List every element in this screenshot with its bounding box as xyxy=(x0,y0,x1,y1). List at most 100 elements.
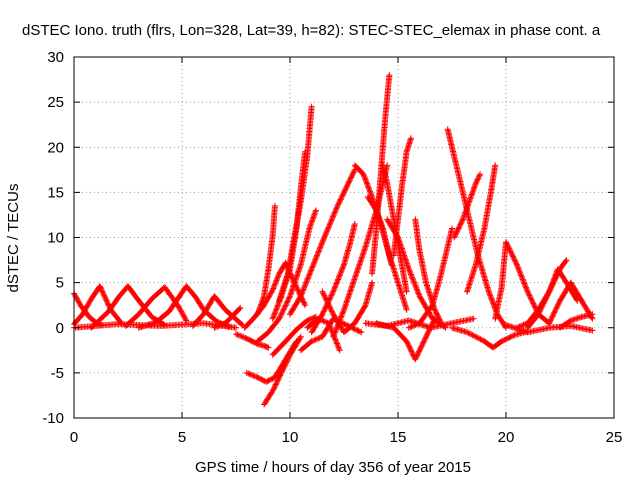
data-point xyxy=(416,348,422,355)
data-point xyxy=(329,290,336,296)
data-point xyxy=(85,301,92,307)
data-point xyxy=(98,287,105,294)
data-point xyxy=(265,344,272,351)
data-series xyxy=(71,283,125,328)
data-point xyxy=(344,182,351,189)
data-point xyxy=(336,273,343,280)
data-point xyxy=(422,334,429,341)
y-axis-label: dSTEC / TECUs xyxy=(5,184,22,293)
data-series xyxy=(464,162,499,295)
data-point xyxy=(412,283,419,290)
data-point xyxy=(104,300,111,307)
data-point xyxy=(526,292,533,299)
data-point xyxy=(500,337,506,344)
data-point xyxy=(276,314,283,321)
data-point xyxy=(336,347,343,354)
data-point xyxy=(345,181,351,187)
data-point xyxy=(408,348,415,355)
data-point xyxy=(520,279,527,286)
y-tick-label: -5 xyxy=(51,365,64,382)
data-point xyxy=(330,287,337,294)
data-point xyxy=(327,294,334,300)
data-point xyxy=(455,225,462,232)
data-series xyxy=(211,304,244,331)
data-point xyxy=(351,326,358,333)
data-point xyxy=(250,372,257,379)
data-point xyxy=(327,220,334,227)
data-point xyxy=(424,330,431,337)
data-point xyxy=(452,231,459,238)
data-point xyxy=(492,162,499,169)
data-point xyxy=(536,309,542,316)
data-point xyxy=(321,307,328,314)
data-point xyxy=(475,175,482,182)
grid-lines xyxy=(74,57,614,418)
data-point xyxy=(553,305,560,312)
data-point xyxy=(317,244,324,251)
data-point xyxy=(327,219,334,225)
data-point xyxy=(277,313,284,320)
data-point xyxy=(300,298,307,305)
data-point xyxy=(357,328,363,335)
data-point xyxy=(549,313,556,320)
data-point xyxy=(301,285,307,291)
data-point xyxy=(73,295,80,302)
data-point xyxy=(550,312,556,319)
data-point xyxy=(535,311,542,318)
data-point xyxy=(405,324,412,331)
data-point xyxy=(541,297,548,304)
data-point xyxy=(527,294,534,300)
data-point xyxy=(549,282,556,288)
data-point xyxy=(328,292,335,299)
data-point xyxy=(403,338,410,345)
data-point xyxy=(517,269,523,276)
x-tick-label: 25 xyxy=(606,429,623,446)
data-point xyxy=(522,283,529,290)
data-point xyxy=(408,135,414,142)
data-point xyxy=(351,221,358,227)
data-series xyxy=(451,171,484,241)
data-point xyxy=(181,313,188,320)
data-point xyxy=(503,240,510,247)
y-tick-label: 25 xyxy=(47,94,64,111)
data-point xyxy=(336,318,343,325)
data-point xyxy=(312,207,319,214)
y-tick-label: 10 xyxy=(47,230,64,247)
data-point xyxy=(537,305,544,312)
data-point xyxy=(314,251,321,258)
data-point xyxy=(510,254,517,261)
data-point xyxy=(307,268,314,275)
data-point xyxy=(249,372,256,379)
data-point xyxy=(539,303,546,310)
data-point xyxy=(456,224,463,231)
data-point xyxy=(280,306,287,313)
x-tick-label: 20 xyxy=(498,429,515,446)
y-tick-label: 0 xyxy=(56,320,64,337)
data-point xyxy=(316,334,323,341)
data-point xyxy=(283,359,290,366)
data-point xyxy=(529,297,535,304)
data-point xyxy=(544,291,551,298)
data-point xyxy=(547,286,554,292)
data-point xyxy=(81,307,88,314)
data-point xyxy=(271,282,278,289)
data-point xyxy=(451,234,458,241)
data-point xyxy=(342,186,349,193)
data-series xyxy=(362,315,477,331)
data-point xyxy=(504,243,511,249)
data-point xyxy=(510,253,516,260)
data-series xyxy=(546,279,596,327)
data-point xyxy=(331,209,338,216)
data-point xyxy=(245,370,252,377)
y-tick-label: 5 xyxy=(56,275,64,292)
data-point xyxy=(555,300,562,307)
data-series xyxy=(373,315,438,363)
data-point xyxy=(419,342,426,349)
data-point xyxy=(394,233,401,240)
data-point xyxy=(337,316,344,323)
data-point xyxy=(275,273,282,280)
data-point xyxy=(544,292,551,299)
data-point xyxy=(546,318,553,325)
data-point xyxy=(563,257,570,264)
